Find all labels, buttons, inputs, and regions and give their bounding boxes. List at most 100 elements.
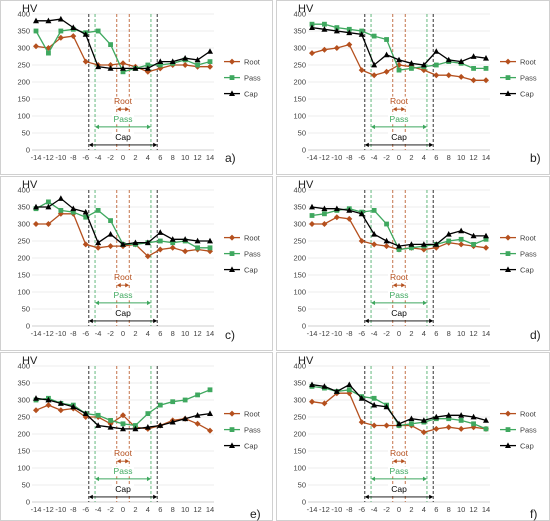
panel-b-xtick-label: 0 [397, 153, 401, 162]
panel-a-series-cap-point [120, 65, 126, 71]
panel-b-cap-arrow-head-left [364, 142, 369, 148]
panel-a-xtick-label: -8 [70, 153, 77, 162]
panel-b-series-root-point [309, 50, 315, 57]
panel-f-ytick-label: 400 [293, 362, 306, 371]
panel-d-series-root-point [333, 214, 340, 221]
panel-f-cap-arrow-head-left [364, 494, 369, 500]
panel-f-ytick-label: 100 [293, 464, 306, 473]
panel-c-series-pass-point [207, 245, 213, 251]
panel-d-series-pass-point [483, 236, 489, 242]
panel-d-pass-arrow-head-left [371, 300, 376, 306]
panel-a-series-cap-point [144, 65, 151, 71]
panel-f-series-cap-point [470, 413, 477, 420]
panel-f-series-pass-point [346, 387, 352, 393]
panel-a-series-cap-point [45, 17, 52, 24]
panel-d-series-cap-point [408, 241, 415, 247]
panel-e-root-label-bg [112, 448, 134, 459]
panel-a-series-cap-point [157, 58, 164, 64]
panel-f-xtick-label: -2 [383, 505, 390, 514]
panel-a-series-pass-point [120, 69, 126, 75]
panel-c-ytick-label: 200 [17, 254, 30, 263]
panel-f-xtick-label: 0 [397, 505, 401, 514]
panel-c-series-pass-point [95, 208, 101, 213]
panel-f-series-pass-point [471, 421, 476, 427]
panel-a-series-root-point [107, 62, 114, 68]
panel-c-series-cap-point [144, 239, 151, 246]
panel-b-legend-root-label: Root [520, 57, 537, 66]
panel-f-xtick-label: 4 [422, 505, 426, 514]
panel-e-cap-arrow-head-right [153, 494, 158, 500]
panel-d-series-pass-point [471, 242, 476, 247]
panel-e-xtick-label: -2 [107, 505, 114, 514]
panel-c-legend-pass-label: Pass [244, 249, 261, 258]
panel-e-series-root-point [207, 427, 213, 434]
panel-a-ytick-label: 200 [17, 78, 30, 87]
panel-c-legend-root-marker [229, 234, 235, 241]
panel-b-series-pass-point [322, 21, 327, 27]
panel-d-series-cap-point [309, 203, 315, 210]
panel-b-xtick-label: -14 [307, 153, 318, 162]
panel-b-ytick-label: 150 [293, 95, 306, 104]
panel-d-series-pass-point [409, 245, 414, 251]
panel-a-pass-arrow-head-right [146, 124, 151, 130]
panel-b-legend-cap-label: Cap [520, 89, 534, 98]
panel-c-ytick-label: 150 [17, 271, 30, 280]
panel-b-xtick-label: 6 [434, 153, 438, 162]
panel-d-series-pass-point [371, 208, 377, 213]
panel-c-legend-root-label: Root [244, 233, 261, 242]
panel-c-xtick-label: -4 [95, 329, 102, 338]
panel-e-pass-zone-label: Pass [114, 466, 133, 476]
panel-b-cap-arrow-head-right [429, 142, 434, 148]
panel-e-series-cap-point [82, 410, 89, 416]
panel-b-legend-root-marker [505, 58, 511, 65]
panel-c-ytick-label: 0 [26, 322, 30, 331]
panel-c-frame [0, 176, 273, 351]
panel-a-series-pass-point [58, 28, 64, 34]
panel-b-ytick-label: 300 [293, 44, 306, 53]
panel-e-series-cap-point [45, 396, 52, 403]
panel-f-series-pass-point [409, 421, 414, 427]
panel-a-ytick-label: 400 [17, 10, 30, 19]
panel-a-xtick-label: -2 [107, 153, 114, 162]
panel-c-pass-arrow-head-right [146, 300, 151, 306]
panel-a-legend-pass-label: Pass [244, 73, 261, 82]
panel-f-xtick-label: 12 [469, 505, 477, 514]
panel-d-series-cap-point [483, 232, 489, 239]
panel-c-cap-arrow-head-left [88, 318, 93, 324]
panel-d-ytick-label: 250 [293, 237, 306, 246]
panel-c-series-cap-point [182, 236, 189, 242]
panel-f-series-cap-point [383, 403, 390, 410]
panel-e-ytick-label: 250 [17, 413, 30, 422]
panel-e-cap-zone-label: Cap [115, 484, 131, 494]
panel-c-root-arrow-head-right [125, 283, 130, 288]
panel-d-cap-arrow-head-left [364, 318, 369, 324]
panel-c-series-cap-point [207, 237, 213, 244]
panel-b-xtick-label: -4 [371, 153, 378, 162]
panel-a-xtick-label: -12 [43, 153, 54, 162]
panel-e-series-root-point [194, 420, 201, 427]
panel-d-series-root-point [371, 241, 378, 248]
panel-b-series-cap-point [383, 51, 390, 58]
panel-b-xtick-label: -2 [383, 153, 390, 162]
panel-d-xtick-label: 10 [457, 329, 465, 338]
panel-e-xtick-label: 10 [181, 505, 189, 514]
panel-d-ytick-label: 400 [293, 186, 306, 195]
panel-e-series-cap-point [182, 415, 189, 422]
panel-f-series-cap-point [346, 381, 353, 388]
panel-f-legend-pass-marker [505, 427, 511, 432]
panel-d-ytick-label: 0 [302, 322, 306, 331]
panel-e-series-cap-point [207, 410, 213, 416]
panel-d-series-root-point [321, 221, 328, 227]
panel-c-series-cap-point [57, 195, 64, 201]
panel-f-pass-zone-label: Pass [390, 466, 409, 476]
panel-a-series-pass-point [195, 62, 200, 68]
panel-f-ytick-label: 300 [293, 396, 306, 405]
panel-f-xtick-label: 14 [482, 505, 490, 514]
panel-d-legend-root-marker [505, 234, 511, 241]
panel-f-root-zone-label: Root [390, 448, 409, 458]
panel-b-series-pass-point [396, 67, 402, 73]
panel-c-xtick-label: 10 [181, 329, 189, 338]
panel-c-series-pass-point [83, 214, 89, 220]
